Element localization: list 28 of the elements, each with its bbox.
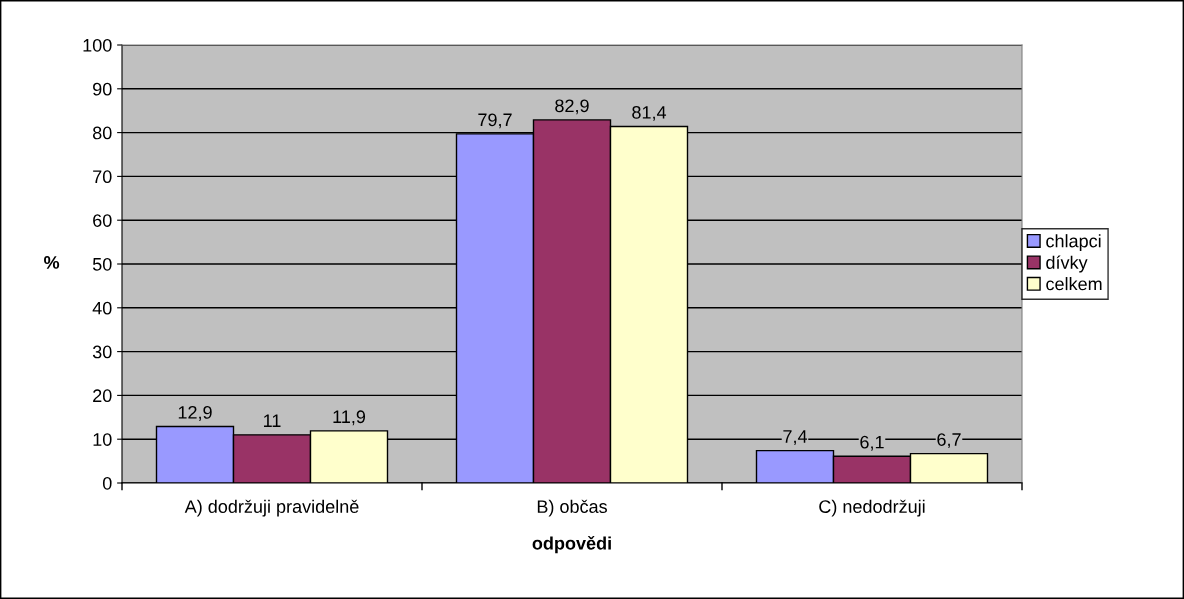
- x-axis-title: odpovědi: [532, 536, 611, 554]
- data-label: 7,4: [783, 430, 808, 445]
- legend-label: dívky: [1046, 255, 1088, 273]
- data-label: 12,9: [178, 405, 212, 421]
- y-tick-label: 20: [93, 389, 112, 403]
- data-label: 79,7: [478, 113, 512, 129]
- y-tick-label: 100: [83, 38, 112, 52]
- y-tick-label: 10: [93, 433, 112, 446]
- x-tick-label: C) nedodržuji: [819, 499, 925, 517]
- y-tick-label: 90: [93, 82, 112, 96]
- y-tick-label: 50: [92, 257, 112, 271]
- data-label: 11: [264, 414, 281, 427]
- legend-label: chlapci: [1046, 234, 1101, 251]
- data-label: 6,7: [937, 433, 961, 449]
- data-label: 81,4: [632, 105, 667, 121]
- data-label: 6,1: [860, 435, 884, 451]
- y-tick-label: 30: [92, 345, 112, 359]
- y-tick-label: 70: [93, 170, 112, 184]
- y-tick-label: 40: [92, 301, 112, 315]
- y-tick-label: 60: [93, 214, 112, 227]
- y-axis-title: %: [44, 256, 60, 269]
- legend-label: celkem: [1046, 277, 1102, 291]
- y-tick-label: 80: [92, 126, 112, 140]
- x-tick-label: A) dodržuji pravidelně: [184, 499, 359, 517]
- y-tick-label: 0: [102, 476, 112, 490]
- x-tick-label: B) občas: [537, 499, 607, 517]
- data-label: 82,9: [555, 99, 589, 115]
- data-label: 11,9: [333, 410, 366, 426]
